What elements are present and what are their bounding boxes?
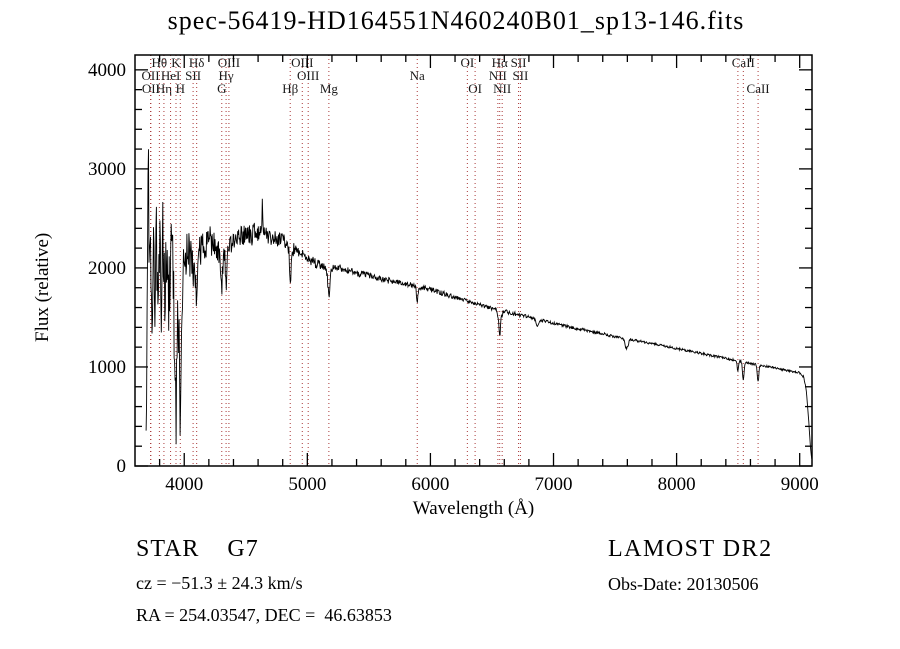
y-tick-label: 2000 — [88, 258, 126, 279]
x-tick-label: 7000 — [535, 474, 573, 495]
spectral-line-label: OI — [460, 55, 474, 70]
spectral-line-label: Hα — [492, 55, 508, 70]
spectral-line-label: Hη — [156, 81, 172, 96]
x-tick-label: 6000 — [411, 474, 449, 495]
spectral-line-label: Hδ — [189, 55, 205, 70]
obs-date-text: Obs-Date: 20130506 — [608, 574, 759, 594]
y-tick-label: 3000 — [88, 159, 126, 180]
spectral-line-label: OI — [468, 81, 482, 96]
spectral-line-label: K — [171, 55, 181, 70]
x-axis-label: Wavelength (Å) — [412, 498, 535, 519]
spectral-line-label: CaII — [732, 55, 755, 70]
spectral-line-label: OIII — [218, 55, 240, 70]
spectral-line-label: HeI — [161, 68, 181, 83]
spectral-line-markers: OIIOIIHθHηHeIKHSIIHδGHγOIIIHβOIIIOIIIMgN… — [141, 55, 770, 466]
x-tick-label: 4000 — [165, 474, 203, 495]
radial-velocity-text: cz = −51.3 ± 24.3 km/s — [136, 573, 303, 593]
spectrum-trace — [145, 149, 813, 459]
x-tick-label: 9000 — [781, 474, 819, 495]
y-tick-label: 1000 — [88, 357, 126, 378]
spectral-line-label: SII — [185, 68, 201, 83]
y-tick-label: 4000 — [88, 60, 126, 81]
spectral-line-label: OIII — [297, 68, 319, 83]
spectral-line-label: Hθ — [152, 55, 168, 70]
object-classification: STAR G7 — [136, 536, 259, 562]
x-tick-label: 8000 — [658, 474, 696, 495]
spectral-line-label: H — [176, 81, 185, 96]
axes: 4000 5000 6000 7000 8000 9000 0 1000 2000 3000 400… — [88, 54, 819, 495]
spectral-line-label: G — [217, 81, 226, 96]
plot-frame — [134, 54, 813, 467]
survey-name: LAMOST DR2 — [608, 536, 773, 562]
spectral-line-label: NII — [493, 81, 511, 96]
spectral-line-label: Na — [410, 68, 425, 83]
spectral-line-label: Mg — [320, 81, 339, 96]
spectral-line-label: SII — [511, 55, 527, 70]
spectral-line-label: SII — [512, 68, 528, 83]
spectral-line-label: OII — [142, 81, 160, 96]
spectral-line-label: Hγ — [219, 68, 234, 83]
x-tick-label: 5000 — [288, 474, 326, 495]
spectral-line-label: Hβ — [282, 81, 298, 96]
y-tick-label: 0 — [117, 456, 127, 477]
spectral-line-label: CaII — [747, 81, 770, 96]
coordinates-text: RA = 254.03547, DEC = 46.63853 — [136, 605, 392, 625]
plot-title: spec-56419-HD164551N460240B01_sp13-146.f… — [167, 6, 745, 35]
